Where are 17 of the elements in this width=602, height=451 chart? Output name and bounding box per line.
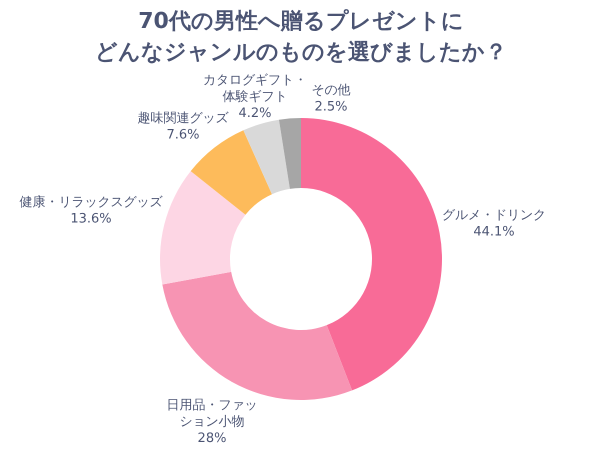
data-label: 4.2% — [238, 106, 272, 121]
data-label: 13.6% — [70, 212, 112, 226]
slice-label: 健康・リラックスグッズ — [20, 195, 164, 210]
donut-slice — [301, 118, 442, 390]
slice-label: 日用品・ファッション小物 — [166, 398, 258, 430]
donut-slice — [243, 120, 290, 194]
slice-label: その他 — [312, 83, 350, 98]
data-label: 7.6% — [166, 128, 200, 142]
donut-slice — [162, 272, 352, 400]
slice-label: 趣味関連グッズ — [138, 111, 230, 126]
slice-label: カタログギフト・体験ギフト — [203, 73, 307, 104]
data-label: 28% — [198, 431, 226, 446]
data-label: 44.1% — [473, 224, 515, 240]
chart-title: 70代の男性へ贈るプレゼントにどんなジャンルのものを選びましたか？ — [95, 9, 507, 65]
slice-label: グルメ・ドリンク — [442, 208, 546, 223]
data-label: 2.5% — [314, 100, 348, 114]
donut-slice — [278, 118, 301, 189]
